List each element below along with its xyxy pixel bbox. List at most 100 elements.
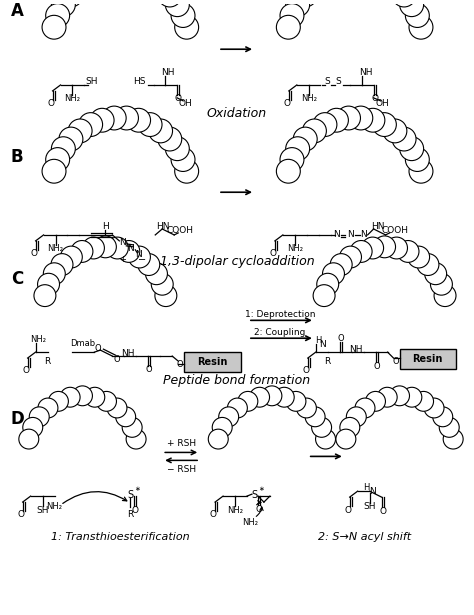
Circle shape [59,127,83,151]
Circle shape [276,15,301,39]
Text: O: O [210,510,217,520]
Circle shape [48,391,68,411]
Text: O: O [17,510,24,520]
Circle shape [385,237,408,259]
Circle shape [171,148,195,172]
Text: N: N [369,486,376,496]
Text: 1: Deprotection: 1: Deprotection [245,310,315,319]
Circle shape [146,263,167,285]
Circle shape [276,159,301,183]
Circle shape [128,246,150,268]
Circle shape [330,253,352,276]
Text: SH: SH [36,506,49,515]
Circle shape [37,273,60,295]
Circle shape [29,407,49,427]
Text: N: N [127,244,134,253]
Circle shape [400,0,424,17]
Text: B: B [11,148,23,167]
Text: H: H [364,483,370,491]
Circle shape [118,240,140,263]
Text: NH₂: NH₂ [301,94,317,103]
Text: N: N [135,250,142,260]
Circle shape [313,285,335,306]
Circle shape [409,159,433,183]
Circle shape [365,391,385,411]
Circle shape [90,108,114,132]
Circle shape [424,398,444,418]
Circle shape [155,285,177,306]
Circle shape [126,429,146,449]
Text: SH: SH [364,502,376,510]
Circle shape [397,240,419,263]
Text: HS: HS [133,77,146,87]
FancyArrowPatch shape [256,501,261,505]
Text: O: O [392,357,399,365]
Text: D: D [11,410,25,427]
Text: 2: Coupling: 2: Coupling [254,328,306,337]
Circle shape [296,398,316,418]
Circle shape [414,391,434,411]
Text: H: H [102,223,109,231]
Circle shape [402,387,422,407]
Text: NH₂: NH₂ [227,506,243,515]
Text: +: + [119,255,126,264]
Circle shape [325,108,348,132]
Circle shape [302,119,327,143]
Text: NH₂: NH₂ [64,94,81,103]
Text: + RSH: + RSH [166,439,196,448]
Circle shape [390,386,410,406]
Circle shape [286,137,310,161]
Text: S: S [325,77,330,87]
Text: S: S [251,490,257,500]
Text: Oxidation: Oxidation [207,107,267,121]
Circle shape [417,253,439,276]
Circle shape [439,418,459,437]
Circle shape [34,285,56,306]
Circle shape [392,127,416,151]
Text: HN: HN [371,223,384,231]
FancyBboxPatch shape [400,349,456,369]
Circle shape [405,148,429,172]
FancyBboxPatch shape [184,352,241,372]
Circle shape [60,387,80,407]
Text: ∗: ∗ [134,486,140,492]
Text: O: O [177,360,183,368]
Circle shape [346,407,366,427]
Circle shape [73,386,92,406]
Circle shape [280,4,304,28]
Circle shape [79,113,102,137]
FancyArrowPatch shape [63,491,127,504]
Text: S: S [127,490,133,500]
Text: N: N [360,231,367,239]
Circle shape [355,398,375,418]
Circle shape [60,246,82,268]
Text: NH₂: NH₂ [31,335,46,344]
Text: 1: Transthioesterification: 1: Transthioesterification [51,532,190,542]
Circle shape [116,407,136,427]
Text: H: H [316,336,322,344]
Circle shape [175,15,199,39]
Circle shape [165,0,189,17]
FancyArrowPatch shape [256,507,263,517]
Text: S: S [336,77,342,87]
Text: − RSH: − RSH [166,465,196,474]
Text: Resin: Resin [197,357,227,367]
Circle shape [228,398,247,418]
Circle shape [171,4,195,28]
Circle shape [274,387,294,407]
Circle shape [349,106,373,130]
Text: O: O [371,94,378,103]
Circle shape [115,106,138,130]
Text: NH: NH [162,68,175,76]
Circle shape [400,137,424,161]
Text: R: R [127,510,134,520]
Text: OH: OH [178,100,192,108]
Circle shape [337,106,360,130]
Text: O: O [113,355,119,363]
Circle shape [286,0,310,17]
Circle shape [311,418,332,437]
Circle shape [97,391,117,411]
Text: NH₂: NH₂ [47,244,64,253]
Circle shape [19,429,39,449]
Circle shape [361,108,385,132]
